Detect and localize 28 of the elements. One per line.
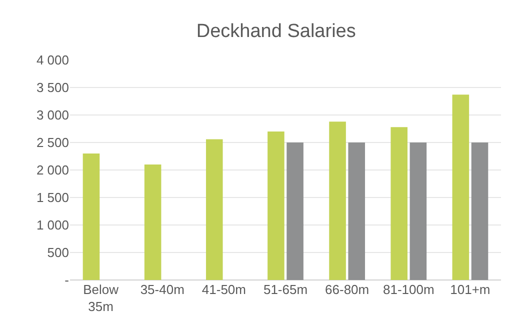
bar bbox=[471, 142, 488, 280]
y-tick-label: 3 000 bbox=[36, 108, 69, 123]
bar bbox=[206, 139, 223, 280]
x-tick-label: 81-100m bbox=[382, 282, 434, 297]
bar bbox=[329, 122, 346, 280]
bar bbox=[410, 142, 427, 280]
y-tick-label: 2 000 bbox=[36, 162, 69, 178]
y-tick-label: 500 bbox=[47, 245, 69, 260]
bar bbox=[286, 142, 304, 280]
bar bbox=[390, 127, 408, 280]
x-tick-label: Below 35m bbox=[83, 282, 120, 314]
bar bbox=[144, 164, 162, 280]
x-tick-label: 66-80m bbox=[325, 282, 370, 297]
y-tick-label: - bbox=[64, 272, 69, 288]
y-tick-label: 3 500 bbox=[36, 80, 69, 96]
y-tick-label: 1 000 bbox=[36, 218, 69, 233]
bar bbox=[268, 132, 284, 280]
y-tick-label: 1 500 bbox=[36, 190, 69, 206]
chart-title: Deckhand Salaries bbox=[196, 20, 356, 42]
bar bbox=[348, 142, 366, 280]
bar bbox=[82, 154, 100, 280]
bar bbox=[452, 94, 470, 280]
x-tick-label: 101+m bbox=[450, 282, 490, 297]
y-tick-label: 2 500 bbox=[36, 135, 69, 150]
y-tick-label: 4 000 bbox=[36, 52, 69, 68]
x-tick-label: 41-50m bbox=[202, 282, 246, 297]
x-tick-label: 51-65m bbox=[263, 282, 308, 297]
x-tick-label: 35-40m bbox=[140, 282, 184, 297]
